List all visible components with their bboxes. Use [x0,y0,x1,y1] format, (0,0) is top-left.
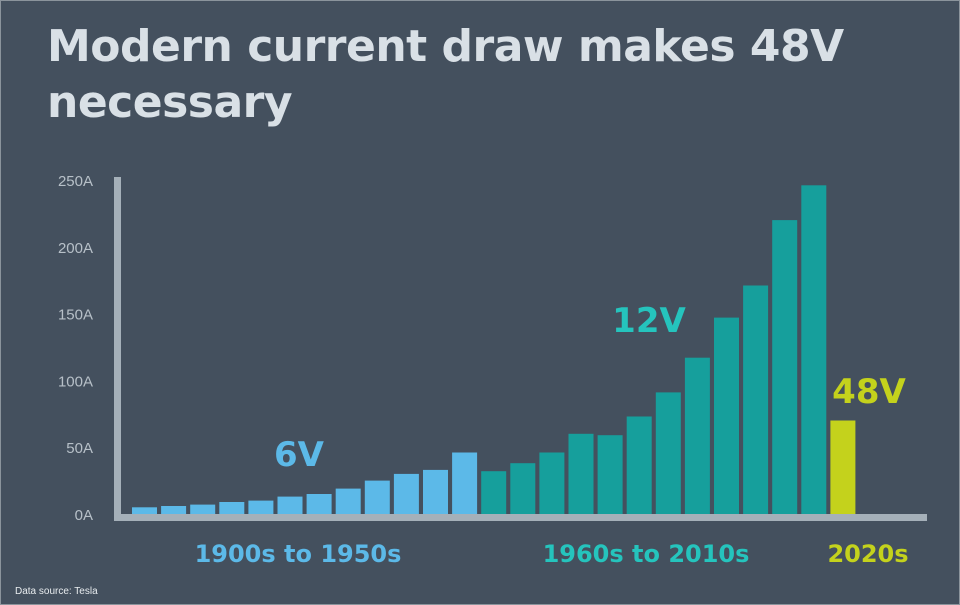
bar-12v [655,392,681,514]
group-label: 2020s [827,540,908,568]
bars [132,185,856,515]
bar-6v [393,473,419,514]
bar-12v [510,463,536,514]
bar-6v [161,506,187,514]
series-label-48v: 48V [832,372,906,412]
bar-6v [190,504,216,514]
bar-6v [306,494,332,514]
group-labels: 1900s to 1950s 1960s to 2010s 2020s [195,540,909,568]
y-tick-label: 150A [58,307,93,324]
y-tick-label: 100A [58,373,93,390]
bar-6v [132,507,157,514]
bar-12v [684,357,710,514]
y-tick-label: 0A [75,507,93,524]
bar-12v [568,433,594,514]
bar-12v [743,285,769,514]
bar-48v [830,420,856,514]
group-label: 1900s to 1950s [195,540,402,568]
bar-6v [423,469,448,514]
series-labels: 6V 12V 48V [274,301,906,475]
bar-6v [364,480,390,514]
bar-12v [714,317,739,514]
y-axis-ticks: 0A 50A 100A 150A 200A 250A [58,173,93,524]
bar-6v [219,502,245,514]
bar-12v [626,416,652,514]
bar-6v [335,488,361,514]
group-label: 1960s to 2010s [543,540,750,568]
bar-6v [277,496,303,514]
bar-12v [772,220,798,514]
chart-title: Modern current draw makes 48V necessary [47,21,844,128]
series-label-6v: 6V [274,435,325,475]
bar-6v [452,452,478,514]
bar-12v [597,435,623,514]
bar-12v [801,185,827,515]
y-tick-label: 250A [58,173,93,190]
y-tick-label: 50A [66,440,93,457]
bar-12v [539,452,565,514]
bar-6v [248,500,274,514]
data-source: Data source: Tesla [15,586,98,597]
y-tick-label: 200A [58,240,93,257]
series-label-12v: 12V [612,301,686,341]
bar-12v [481,471,507,514]
